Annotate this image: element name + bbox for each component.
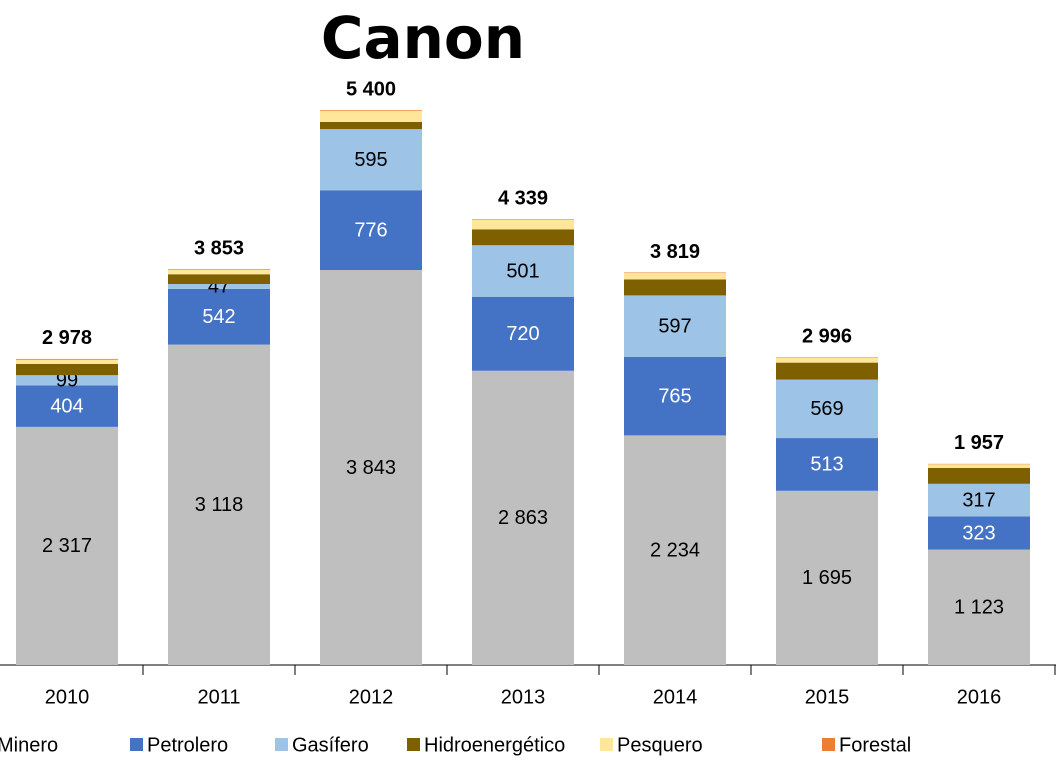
- bar-segment: [320, 129, 422, 191]
- bar-segment: [624, 273, 726, 280]
- legend-swatch: [130, 738, 143, 751]
- bar-segment: [472, 296, 574, 371]
- data-label: 776: [354, 219, 387, 241]
- x-tick-label: 2012: [349, 686, 394, 708]
- bar-segment: [16, 426, 118, 665]
- bar-segment: [16, 363, 118, 376]
- bar-segment: [320, 270, 422, 665]
- bar-segment: [928, 483, 1030, 517]
- data-label: 513: [810, 454, 843, 476]
- total-label: 1 957: [954, 432, 1004, 454]
- legend-label: Minero: [0, 734, 58, 756]
- bar-segment: [320, 190, 422, 271]
- bar-segment: [624, 272, 726, 274]
- data-label: 2 863: [498, 507, 548, 529]
- bar-segment: [776, 490, 878, 665]
- data-label: 765: [658, 385, 691, 407]
- x-tick-label: 2013: [501, 686, 546, 708]
- total-label: 2 996: [802, 325, 852, 347]
- bar-segment: [320, 121, 422, 130]
- bar-segment: [928, 464, 1030, 468]
- bar-segment: [928, 549, 1030, 665]
- legend-label: Hidroenergético: [424, 734, 565, 756]
- bar-segment: [472, 370, 574, 665]
- x-tick-label: 2016: [957, 686, 1002, 708]
- data-label: 720: [506, 323, 539, 345]
- total-label: 2 978: [42, 327, 92, 349]
- bar-segment: [168, 274, 270, 285]
- bar-segment: [472, 219, 574, 230]
- data-label: 1 695: [802, 567, 852, 589]
- bar-segment: [16, 385, 118, 427]
- bar-segment: [16, 359, 118, 364]
- data-label: 3 118: [195, 494, 244, 516]
- total-label: 3 819: [650, 241, 700, 263]
- bar-segment: [16, 375, 118, 386]
- bar-segment: [16, 358, 118, 360]
- data-label: 3 843: [346, 457, 396, 479]
- chart-title: Canon: [321, 4, 525, 72]
- data-label: 323: [962, 522, 995, 544]
- legend-swatch: [822, 738, 835, 751]
- legend-label: Pesquero: [617, 734, 703, 756]
- total-label: 4 339: [498, 187, 548, 209]
- bar-segment: [776, 362, 878, 380]
- bar-segment: [168, 288, 270, 345]
- legend-swatch: [275, 738, 288, 751]
- data-label: 317: [962, 489, 995, 511]
- bar-segment: [472, 219, 574, 220]
- bar-segment: [168, 284, 270, 289]
- total-label: 5 400: [346, 78, 396, 100]
- legend-label: Gasífero: [292, 734, 369, 756]
- bar-segment: [168, 344, 270, 665]
- data-label: 2 234: [650, 539, 700, 561]
- legend-swatch: [407, 738, 420, 751]
- bar-segment: [928, 467, 1030, 484]
- data-label: 2 317: [42, 535, 92, 557]
- bar-segment: [472, 245, 574, 297]
- data-label: 404: [50, 395, 83, 417]
- x-tick-label: 2010: [45, 686, 90, 708]
- bar-segment: [624, 295, 726, 357]
- bar-segment: [776, 438, 878, 491]
- x-tick-label: 2015: [805, 686, 850, 708]
- legend-swatch: [600, 738, 613, 751]
- bar-segment: [624, 279, 726, 296]
- bar-segment: [928, 516, 1030, 550]
- legend-label: Forestal: [839, 734, 911, 756]
- data-label: 501: [506, 260, 539, 282]
- data-label: 597: [658, 315, 691, 337]
- bar-segment: [320, 110, 422, 122]
- data-label: 1 123: [954, 597, 1004, 619]
- x-tick-label: 2011: [197, 686, 240, 708]
- bar-segment: [320, 110, 422, 111]
- bar-segment: [624, 435, 726, 665]
- bar-segment: [776, 379, 878, 439]
- bar-segment: [624, 356, 726, 436]
- x-tick-label: 2014: [653, 686, 698, 708]
- total-label: 3 853: [194, 237, 244, 259]
- legend-label: Petrolero: [147, 734, 228, 756]
- bar-segment: [168, 269, 270, 275]
- data-label: 542: [202, 306, 235, 328]
- data-label: 595: [354, 149, 387, 171]
- bar-segment: [776, 357, 878, 363]
- bar-segment: [168, 268, 270, 270]
- bar-segment: [472, 229, 574, 246]
- data-label: 569: [810, 398, 843, 420]
